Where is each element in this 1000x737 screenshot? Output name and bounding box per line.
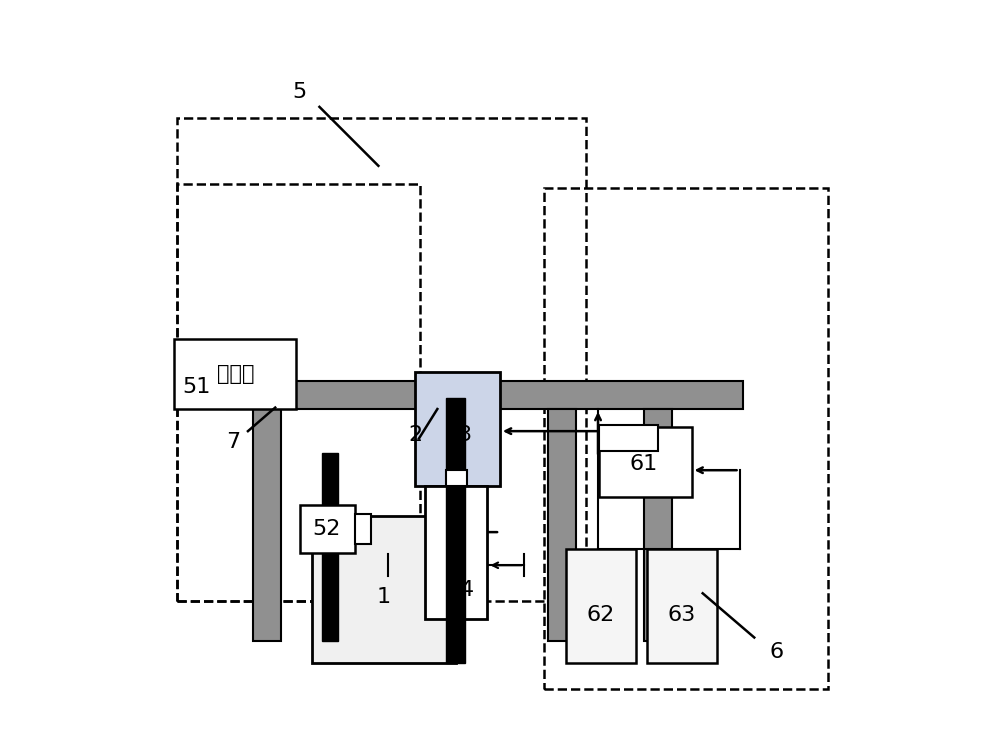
- Bar: [177, 184, 420, 601]
- Text: 3: 3: [458, 425, 472, 445]
- Bar: [446, 470, 467, 486]
- Bar: [322, 453, 338, 641]
- Text: 4: 4: [460, 579, 474, 600]
- Bar: [548, 409, 576, 641]
- Bar: [566, 549, 636, 663]
- Bar: [312, 516, 456, 663]
- Bar: [415, 372, 500, 486]
- Text: 52: 52: [313, 519, 341, 539]
- Bar: [446, 398, 465, 663]
- Text: 6: 6: [769, 642, 783, 663]
- Text: 1: 1: [376, 587, 391, 607]
- Text: 7: 7: [226, 432, 240, 453]
- Bar: [227, 381, 743, 409]
- Bar: [425, 486, 487, 619]
- Text: 2: 2: [408, 425, 422, 445]
- Bar: [355, 514, 371, 544]
- Text: 5: 5: [292, 82, 307, 102]
- Bar: [599, 425, 658, 451]
- Text: 控制器: 控制器: [217, 363, 254, 384]
- Text: 61: 61: [630, 454, 658, 475]
- Bar: [644, 409, 672, 641]
- Bar: [253, 409, 281, 641]
- Bar: [174, 339, 296, 409]
- Bar: [599, 427, 692, 497]
- Bar: [647, 549, 717, 663]
- Text: 62: 62: [586, 605, 614, 626]
- Bar: [300, 505, 355, 553]
- Bar: [544, 188, 828, 689]
- Text: 63: 63: [668, 605, 696, 626]
- Text: 51: 51: [182, 377, 211, 397]
- Bar: [177, 118, 586, 601]
